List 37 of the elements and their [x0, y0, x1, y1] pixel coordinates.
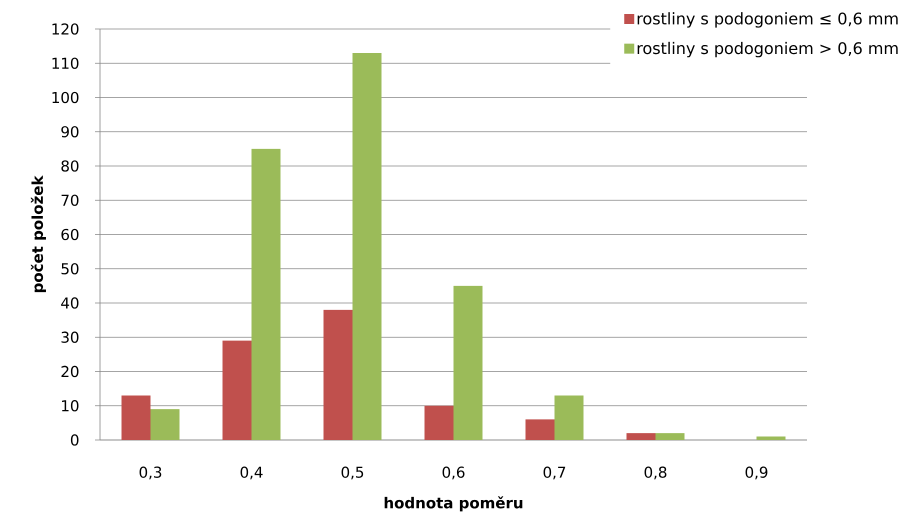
bar — [526, 419, 554, 440]
bar — [352, 52, 382, 440]
bar — [554, 395, 584, 440]
x-tick-label: 0,7 — [544, 466, 566, 480]
y-tick-label: 90 — [61, 126, 78, 138]
y-tick-label: 60 — [61, 228, 78, 240]
y-tick-label: 100 — [52, 92, 78, 104]
y-tick-label: 70 — [62, 194, 78, 206]
bar — [122, 395, 151, 440]
y-tick-label: 110 — [52, 58, 78, 69]
y-tick-label: 40 — [61, 297, 78, 309]
y-tick-label: 10 — [62, 400, 78, 412]
bar — [626, 433, 656, 440]
bar — [150, 409, 180, 440]
x-axis-title: hodnota poměru — [384, 496, 522, 512]
x-tick-label: 0,6 — [442, 466, 464, 480]
x-tick-label: 0,5 — [342, 466, 364, 480]
legend-label: rostliny s podogoniem > 0,6 mm — [638, 42, 898, 58]
y-tick-label: 80 — [61, 160, 78, 172]
x-tick-label: 0,9 — [746, 466, 768, 480]
bar — [222, 340, 252, 440]
x-tick-label: 0,8 — [644, 466, 666, 480]
bar — [454, 286, 482, 440]
y-tick-label: 30 — [62, 332, 78, 343]
y-axis-title: počet položek — [30, 175, 46, 292]
bar — [656, 433, 684, 440]
y-tick-label: 0 — [70, 434, 78, 446]
y-tick-label: 20 — [61, 366, 78, 378]
bar — [424, 406, 454, 440]
bar — [252, 148, 281, 440]
x-tick-label: 0,4 — [240, 466, 263, 480]
legend-label: rostliny s podogoniem ≤ 0,6 mm — [638, 12, 898, 28]
bar — [324, 310, 352, 440]
y-tick-label: 50 — [62, 263, 78, 274]
y-tick-label: 120 — [52, 23, 78, 35]
x-tick-label: 0,3 — [140, 466, 162, 480]
bar — [756, 436, 786, 440]
